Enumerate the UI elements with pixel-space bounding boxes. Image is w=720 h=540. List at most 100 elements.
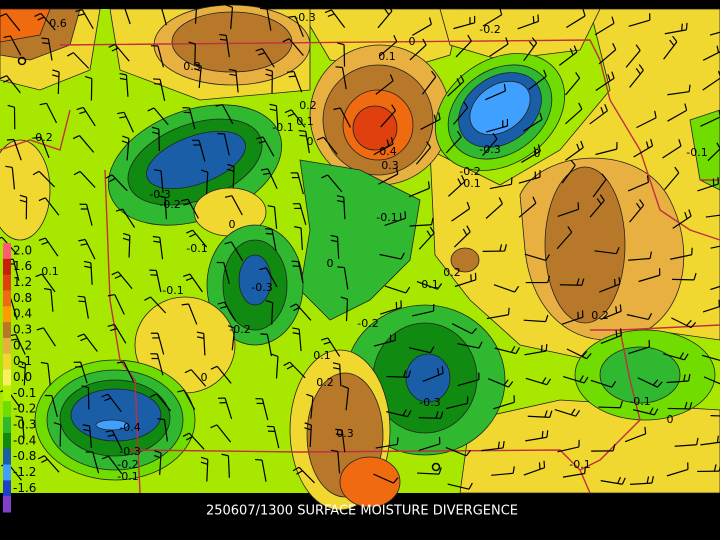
barb-flag: [638, 64, 644, 71]
barb-flag: [635, 67, 641, 75]
barb-staff: [565, 108, 583, 125]
barb-flag: [293, 307, 300, 312]
barb-flag: [384, 8, 390, 16]
barb-staff: [517, 20, 539, 30]
barb-flag: [405, 286, 411, 294]
barb-flag: [220, 305, 228, 309]
barb-staff: [262, 136, 275, 157]
barb-flag: [510, 345, 516, 353]
barb-flag: [292, 466, 300, 472]
field-area: [0, 139, 51, 241]
barb-staff: [418, 443, 440, 452]
barb-flag: [429, 226, 435, 234]
field-area: [405, 353, 451, 403]
barb-staff: [57, 71, 60, 95]
barb-flag: [119, 77, 127, 81]
barb-staff: [451, 208, 470, 222]
contour-label: -0.1: [376, 211, 397, 224]
barb-staff: [589, 200, 605, 218]
barb-flag: [7, 104, 15, 108]
field-area: [299, 159, 421, 321]
barb-flag: [330, 449, 338, 453]
barb-flag: [437, 283, 443, 290]
contour-label: -0.1: [186, 242, 207, 255]
barb-flag: [219, 38, 227, 41]
barb-staff: [84, 239, 96, 260]
barb-staff: [298, 466, 315, 484]
contour-label: -0.3: [251, 281, 272, 294]
barb-flag: [286, 365, 294, 370]
barb-staff: [198, 140, 206, 162]
barb-staff: [159, 3, 167, 26]
barb-flag: [104, 397, 112, 402]
barb-staff: [415, 147, 432, 165]
barb-flag: [463, 101, 469, 108]
state-borders: [0, 39, 720, 494]
barb-flag: [260, 7, 268, 10]
barb-staff: [299, 203, 307, 226]
contour-label: -0.3: [294, 11, 315, 24]
barb-flag: [471, 328, 477, 335]
barb-flag: [644, 426, 647, 434]
barb-flag: [618, 277, 621, 285]
barb-staff: [198, 66, 202, 89]
barb-flag: [3, 35, 11, 39]
barb-flag: [157, 418, 165, 421]
barb-flag: [576, 143, 580, 151]
barb-flag: [41, 37, 49, 40]
barb-staff: [305, 131, 310, 154]
barb-flag: [183, 202, 191, 206]
barb-staff: [225, 35, 230, 58]
contour-label: 0.2: [316, 376, 334, 389]
barb-flag: [337, 42, 345, 46]
barb-staff: [457, 379, 480, 387]
barb-flag: [696, 437, 699, 445]
barb-staff: [705, 214, 720, 218]
barb-staff: [487, 378, 509, 388]
barb-flag: [215, 103, 223, 107]
barb-staff: [628, 19, 650, 27]
contour-label: 0: [667, 413, 674, 426]
field-area: [238, 254, 272, 306]
barb-staff: [51, 395, 58, 418]
legend-label: -1.6: [13, 481, 36, 495]
barb-flag: [306, 393, 314, 398]
legend-label: -0.1: [13, 386, 36, 400]
barb-flag: [288, 15, 296, 18]
barb-staff: [345, 299, 349, 322]
barb-staff: [629, 69, 644, 88]
barb-staff: [667, 91, 690, 96]
barb-staff: [343, 267, 349, 290]
barb-flag: [578, 102, 583, 110]
barb-flag: [427, 181, 430, 189]
barb-flag: [635, 202, 642, 210]
barb-staff: [221, 104, 234, 125]
barb-flag: [544, 410, 548, 418]
barb-flag: [581, 278, 585, 286]
barb-staff: [47, 38, 53, 61]
barb-staff: [662, 145, 682, 159]
barb-staff: [702, 305, 720, 313]
barb-staff: [13, 139, 22, 161]
barb-staff: [343, 197, 346, 220]
barb-flag: [108, 43, 116, 48]
field-area: [70, 388, 162, 442]
barb-flag: [114, 274, 122, 279]
barb-staff: [638, 274, 660, 283]
barb-flag: [688, 373, 691, 382]
field-area: [352, 105, 398, 151]
barb-flag: [283, 361, 291, 367]
barb-flag: [217, 301, 225, 305]
barb-flag: [499, 7, 503, 15]
barb-staff: [375, 443, 398, 449]
barb-flag: [78, 300, 86, 303]
barb-staff: [230, 241, 244, 262]
barb-flag: [504, 244, 507, 252]
barb-flag: [611, 16, 615, 24]
legend-swatch: [3, 243, 11, 260]
barb-flag: [34, 136, 42, 139]
barb-staff: [664, 29, 687, 35]
barb-staff: [227, 455, 230, 478]
barb-flag: [492, 132, 498, 140]
barb-staff: [223, 133, 230, 156]
